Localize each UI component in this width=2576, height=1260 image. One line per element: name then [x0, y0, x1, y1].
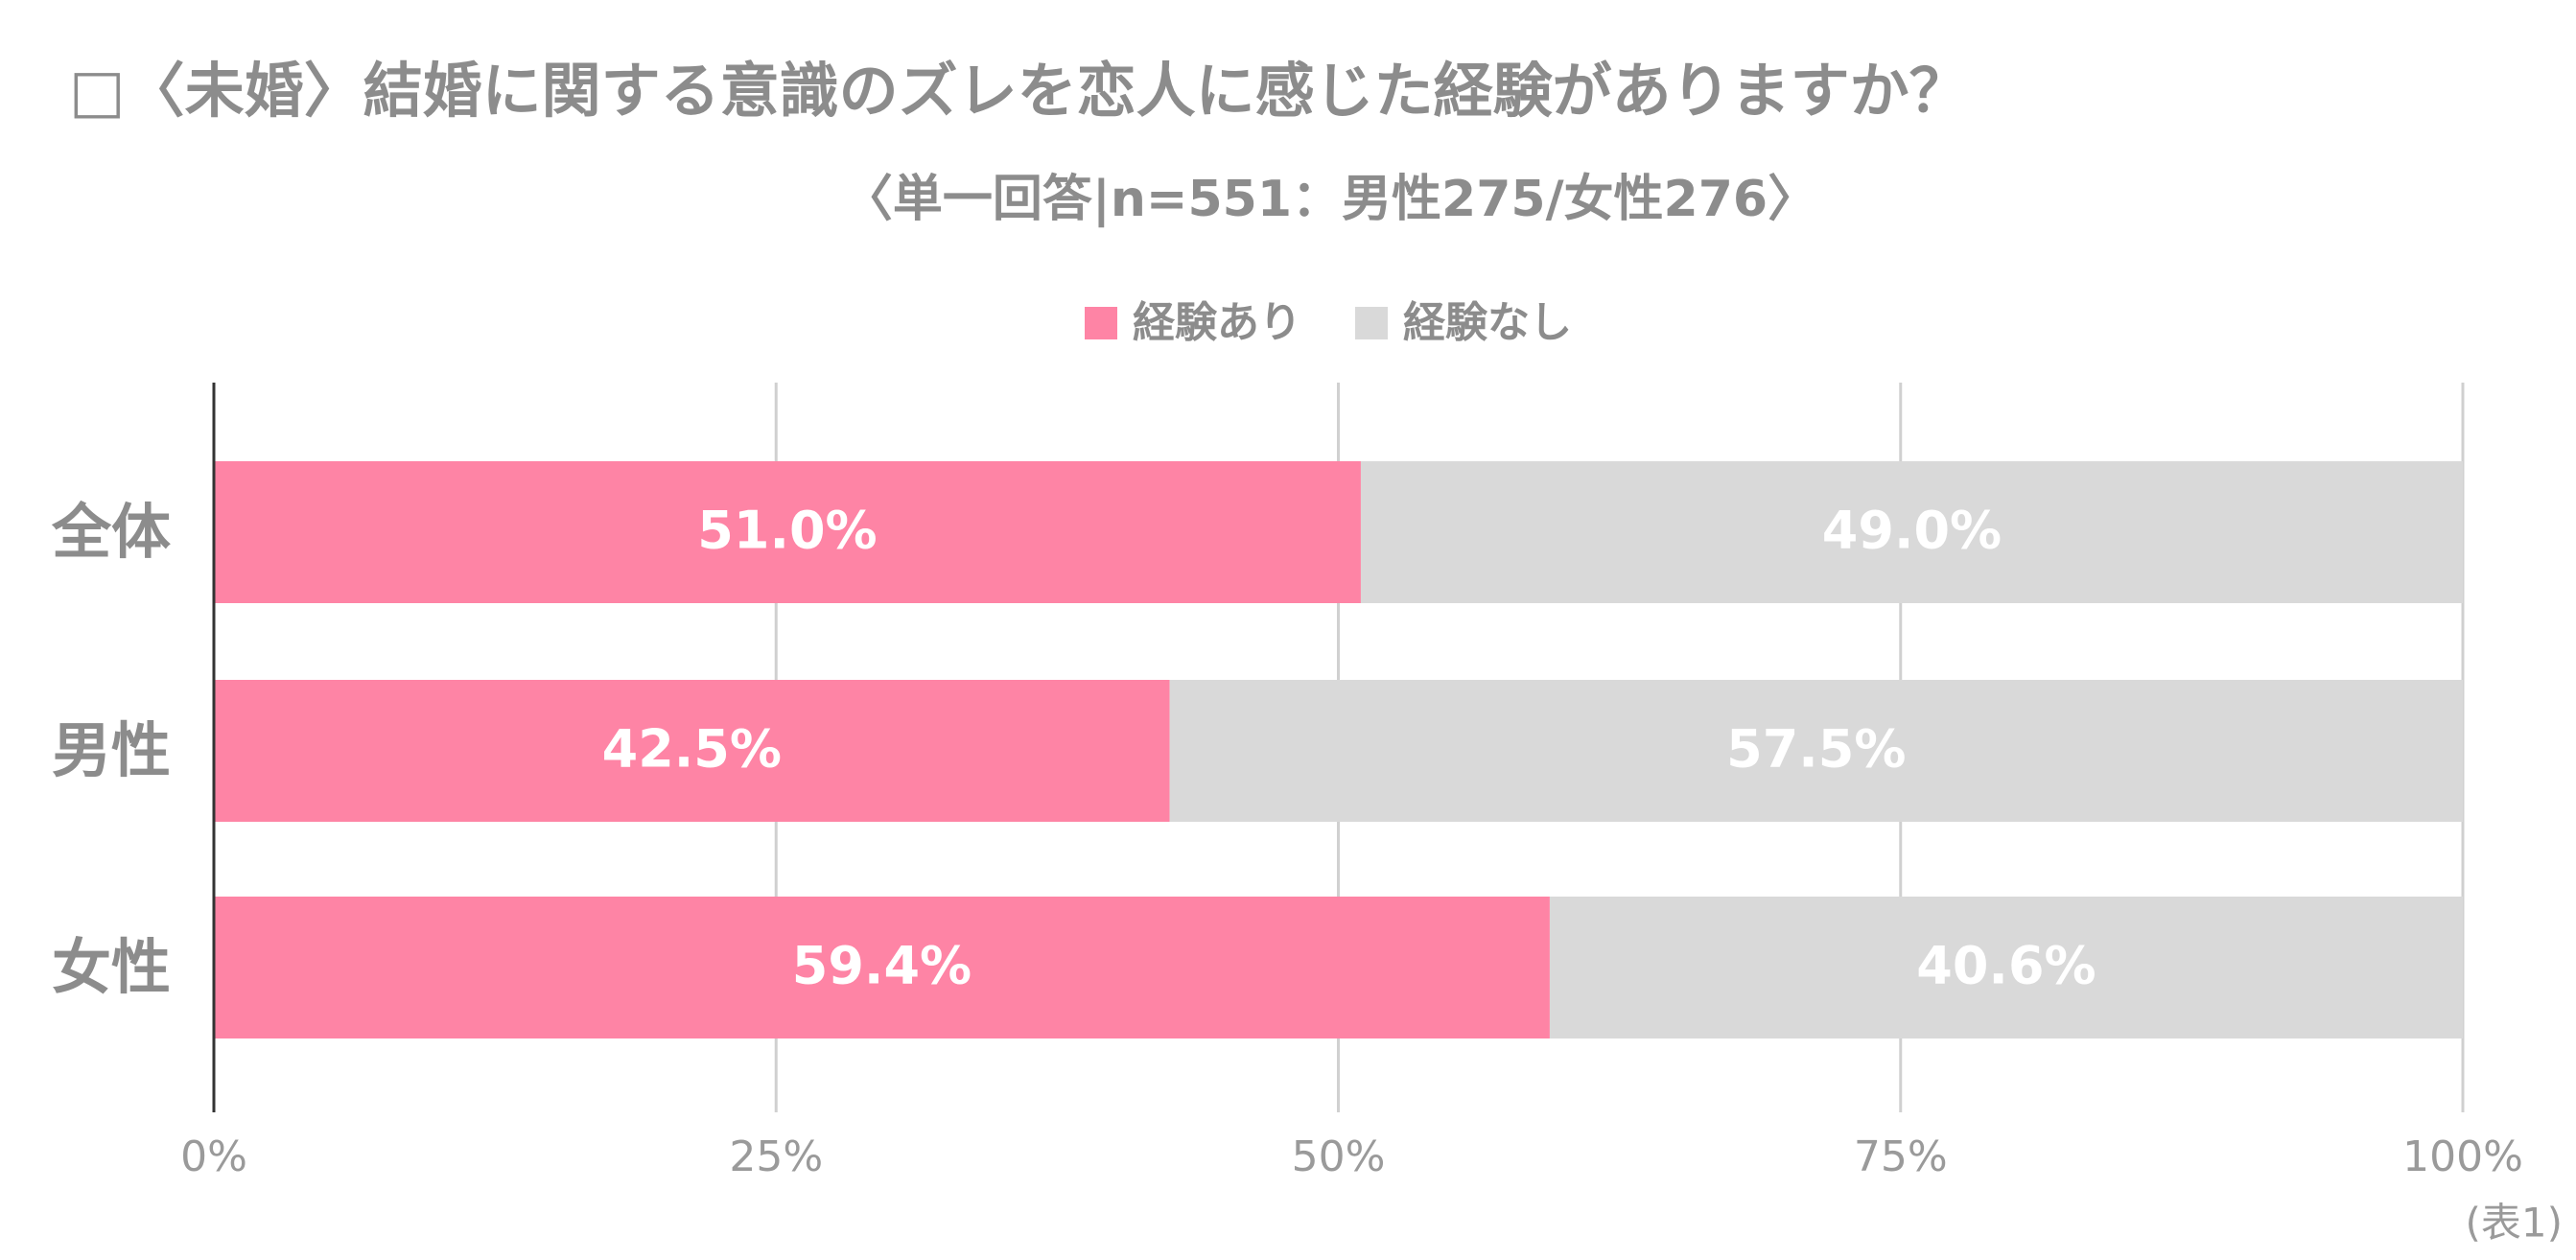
x-tick-label: 0% — [180, 1132, 247, 1181]
value-label: 49.0% — [1822, 501, 2002, 561]
value-label: 59.4% — [792, 936, 972, 996]
x-tick-label: 100% — [2402, 1132, 2523, 1181]
value-label: 40.6% — [1916, 936, 2096, 996]
x-tick-label: 25% — [729, 1132, 823, 1181]
y-tick-label: 全体 — [51, 497, 171, 567]
bar-segment — [1360, 461, 2463, 603]
value-label: 42.5% — [602, 719, 782, 780]
value-label: 51.0% — [697, 501, 877, 561]
x-tick-label: 50% — [1292, 1132, 1386, 1181]
footnote: (表1) — [2466, 1200, 2564, 1247]
bar-segment — [214, 461, 1361, 603]
bar-segment — [214, 680, 1170, 822]
x-tick-label: 75% — [1854, 1132, 1948, 1181]
legend-swatch — [1355, 307, 1388, 339]
y-tick-label: 男性 — [52, 715, 171, 785]
y-tick-label: 女性 — [52, 932, 171, 1002]
bar-segment — [1549, 897, 2463, 1038]
value-label: 57.5% — [1726, 719, 1906, 780]
legend-swatch — [1085, 307, 1117, 339]
chart-title: □〈未婚〉結婚に関する意識のズレを恋人に感じた経験がありますか？ — [69, 56, 1969, 126]
bar-segment — [214, 897, 1550, 1038]
legend-label: 経験なし — [1403, 298, 1572, 347]
legend-label: 経験あり — [1133, 298, 1301, 347]
bar-segment — [1169, 680, 2463, 822]
chart-subtitle: 〈単一回答|n=551：男性275/女性276〉 — [843, 171, 1817, 228]
